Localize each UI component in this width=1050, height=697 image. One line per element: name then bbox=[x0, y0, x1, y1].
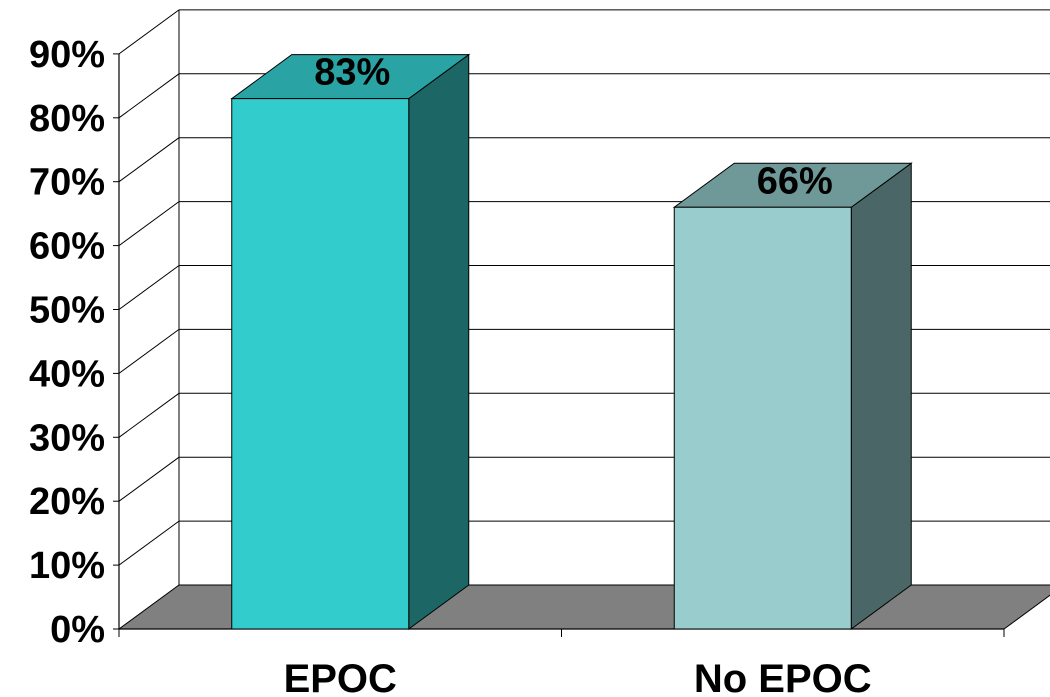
y-tick-label: 40% bbox=[29, 353, 105, 395]
bar-front-face bbox=[231, 98, 410, 630]
y-tick-label: 70% bbox=[29, 162, 105, 204]
gridline-depth bbox=[118, 201, 180, 247]
y-tick-label: 0% bbox=[50, 609, 105, 651]
bars bbox=[230, 53, 913, 630]
gridline-depth bbox=[118, 520, 180, 566]
gridline-depth bbox=[118, 392, 180, 438]
gridline-depth bbox=[118, 265, 180, 310]
gridline-depth bbox=[118, 328, 180, 374]
y-tick-label: 80% bbox=[29, 98, 105, 140]
x-category-label: EPOC bbox=[284, 657, 397, 697]
bar-side-face bbox=[408, 53, 470, 630]
y-tick-label: 50% bbox=[29, 290, 105, 332]
gridline-depth bbox=[118, 9, 180, 55]
x-category-label: No EPOC bbox=[694, 657, 872, 697]
y-tick-label: 20% bbox=[29, 481, 105, 523]
y-tick-label: 60% bbox=[29, 226, 105, 268]
bar-epoc bbox=[230, 53, 471, 630]
bar-side-face bbox=[850, 162, 912, 630]
gridline-depth bbox=[118, 456, 180, 502]
gridline-depth bbox=[118, 73, 180, 119]
bar-front-face bbox=[673, 206, 852, 630]
data-label: 83% bbox=[314, 52, 390, 94]
y-tick-label: 90% bbox=[29, 34, 105, 76]
bar-no-epoc bbox=[672, 162, 913, 630]
y-tick-label: 30% bbox=[29, 417, 105, 459]
labels: 0% 10% 20% 30% 40% 50% 60% 70% 80% 90% 83% EPOC 66% N… bbox=[29, 34, 872, 697]
data-label: 66% bbox=[757, 160, 833, 202]
gridline-depth bbox=[118, 137, 180, 183]
y-tick-label: 10% bbox=[29, 545, 105, 587]
